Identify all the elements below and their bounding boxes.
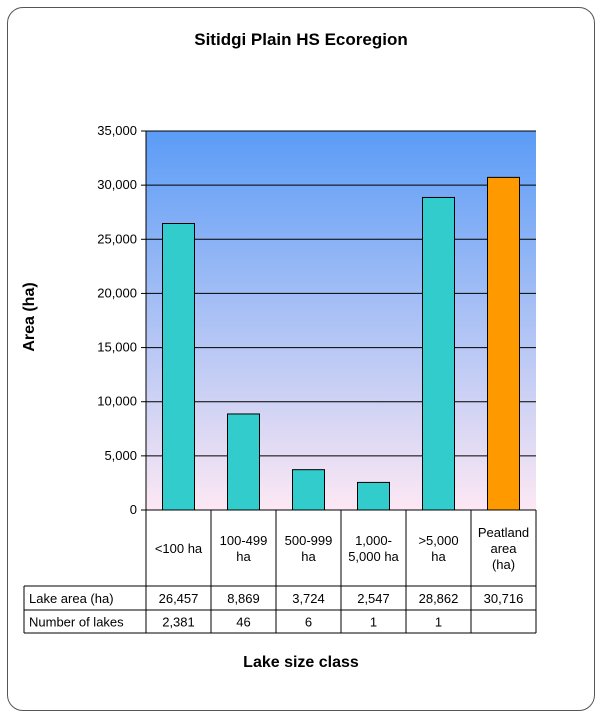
table-cell: 8,869: [227, 591, 260, 606]
chart-title: Sitidgi Plain HS Ecoregion: [194, 30, 408, 49]
bars: [162, 176, 520, 511]
table-cell: 46: [236, 615, 250, 630]
table-cell: 3,724: [292, 591, 325, 606]
table-cell: 2,381: [162, 615, 195, 630]
y-tick-label: 0: [130, 502, 137, 517]
category-label: 1,000-: [355, 533, 392, 548]
y-axis: 0 5,000 10,000 15,000 20,000 25,000 30,000 35,0…: [97, 123, 147, 517]
table-row-label: Lake area (ha): [29, 591, 114, 606]
category-label: 500-999: [285, 533, 333, 548]
table-cell: 26,457: [159, 591, 199, 606]
y-tick-label: 25,000: [97, 231, 137, 246]
table-cell: 1: [370, 615, 377, 630]
table-cell: 1: [435, 615, 442, 630]
table-cell: 6: [305, 615, 312, 630]
bar: [162, 223, 195, 511]
table-cell: 28,862: [419, 591, 459, 606]
category-label: 5,000 ha: [348, 549, 399, 564]
bar: [357, 481, 390, 511]
bar: [487, 176, 520, 511]
category-label: <100 ha: [155, 541, 203, 556]
table-cell: 2,547: [357, 591, 390, 606]
category-label: >5,000: [418, 533, 458, 548]
gridlines: [146, 130, 536, 457]
category-label: Peatland: [478, 525, 529, 540]
y-tick-label: 35,000: [97, 123, 137, 138]
bar: [292, 469, 325, 511]
plot-area: [146, 131, 536, 510]
y-tick-label: 10,000: [97, 394, 137, 409]
category-label: ha: [301, 549, 316, 564]
y-tick-label: 5,000: [104, 448, 137, 463]
y-tick-label: 20,000: [97, 285, 137, 300]
category-label: ha: [431, 549, 446, 564]
y-tick-label: 30,000: [97, 177, 137, 192]
category-label: (ha): [492, 557, 515, 572]
table-row-label: Number of lakes: [29, 615, 124, 630]
category-label: 100-499: [220, 533, 268, 548]
bar: [422, 196, 455, 511]
y-tick-label: 15,000: [97, 340, 137, 355]
category-label: ha: [236, 549, 251, 564]
x-axis-label: Lake size class: [243, 654, 359, 671]
table-cell: 30,716: [484, 591, 524, 606]
bar: [227, 413, 260, 511]
category-label: area: [490, 541, 517, 556]
